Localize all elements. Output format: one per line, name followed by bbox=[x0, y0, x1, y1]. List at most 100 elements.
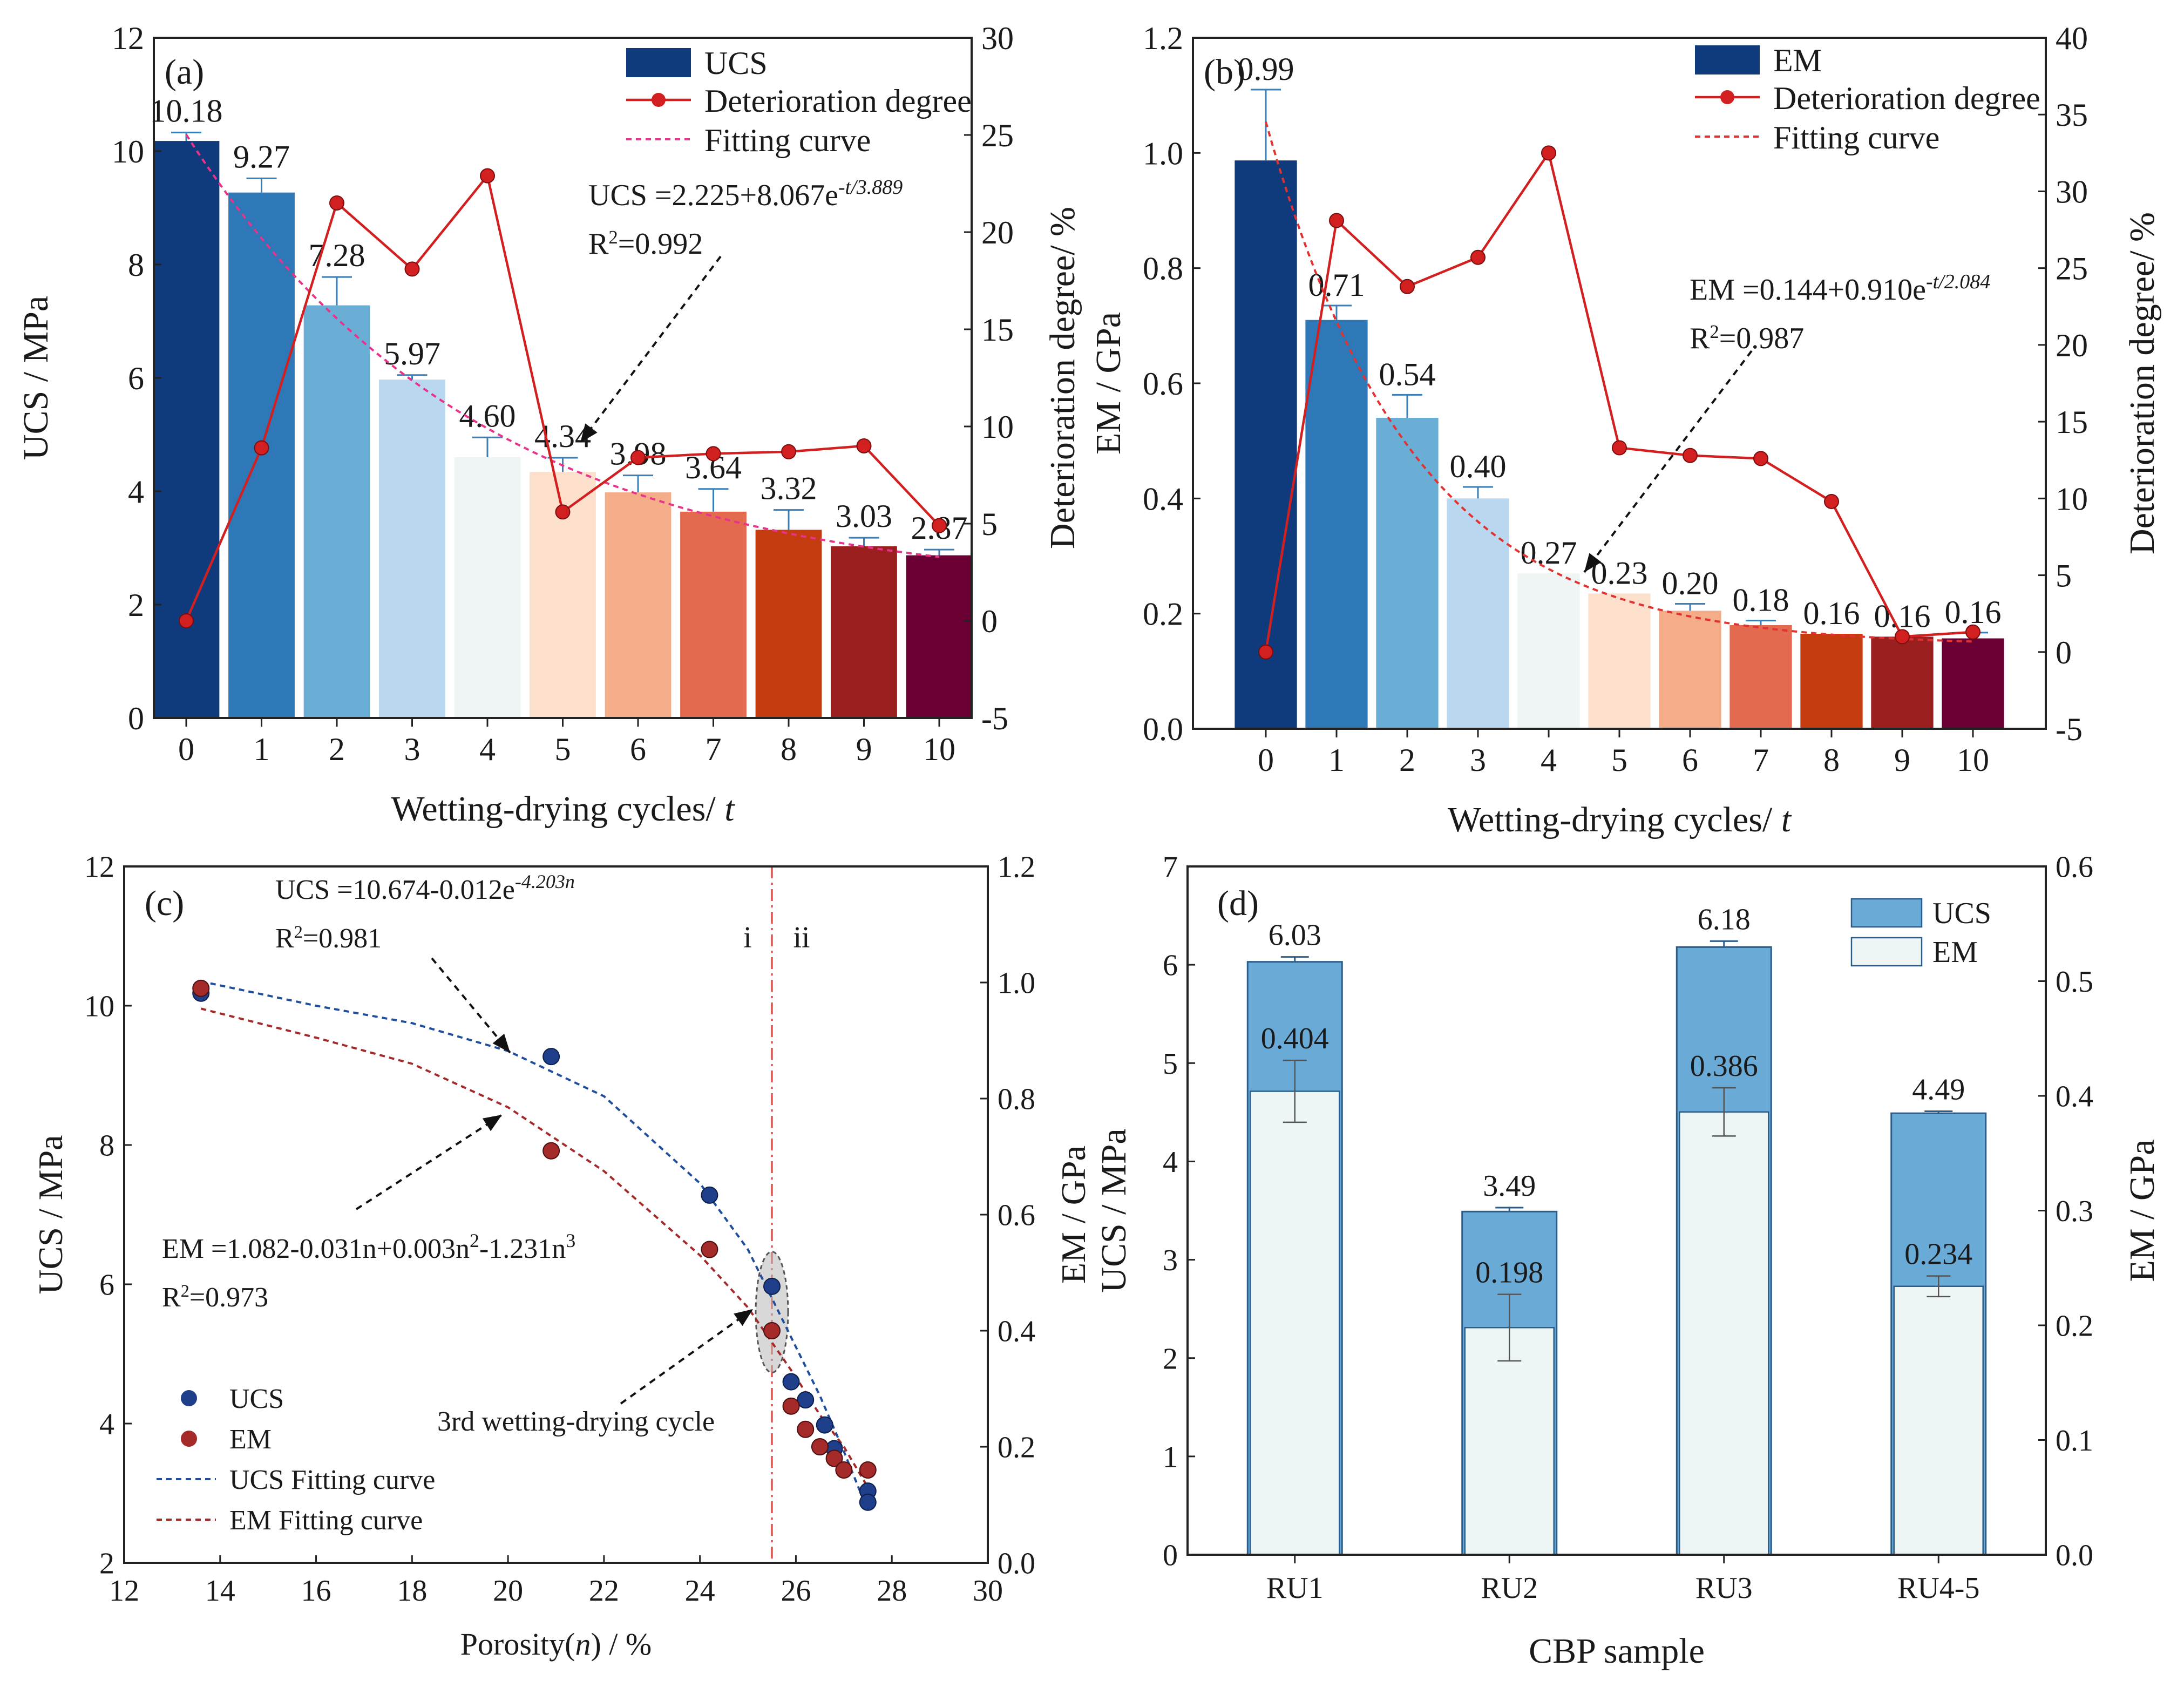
x-axis-title: Wetting-drying cycles/ t bbox=[391, 789, 735, 829]
y2-axis-tick-label: 0.2 bbox=[998, 1431, 1035, 1465]
legend-em-swatch bbox=[1850, 937, 1923, 967]
y2-axis-tick-label: 5 bbox=[981, 506, 998, 542]
x-tick-label: 9 bbox=[856, 731, 872, 767]
x-tick-label: 6 bbox=[1682, 742, 1698, 778]
em-point bbox=[797, 1420, 815, 1438]
deterioration-point bbox=[254, 440, 269, 456]
x-title-var: t bbox=[1781, 800, 1792, 839]
em-bar-RU3 bbox=[1679, 1111, 1769, 1556]
bar-3 bbox=[1447, 498, 1509, 729]
ucs-point bbox=[763, 1277, 781, 1295]
legend-bar-swatch bbox=[626, 48, 691, 77]
y2-axis-tick-label: 0.2 bbox=[2056, 1310, 2093, 1343]
y-axis-tick-label: 12 bbox=[84, 851, 114, 884]
x-tick-label: 26 bbox=[781, 1574, 811, 1608]
x-tick-label: RU4-5 bbox=[1897, 1571, 1979, 1605]
x-tick-label: 0 bbox=[1258, 742, 1274, 778]
deterioration-point bbox=[480, 168, 495, 184]
y2-axis-tick-label: 20 bbox=[2056, 328, 2088, 363]
y-axis-tick-label: 1.0 bbox=[1143, 135, 1183, 171]
equation-main: UCS =10.674-0.012e bbox=[275, 875, 515, 905]
em-value-label: 0.234 bbox=[1904, 1238, 1972, 1271]
bar-value-label: 0.71 bbox=[1308, 267, 1365, 303]
bar-4 bbox=[1517, 573, 1580, 729]
y-axis-tick-label: 4 bbox=[99, 1408, 114, 1441]
cycle-annotation: 3rd wetting-drying cycle bbox=[437, 1406, 715, 1437]
deterioration-point bbox=[1824, 494, 1839, 510]
y-axis-tick-label: 4 bbox=[128, 474, 144, 510]
deterioration-point bbox=[1895, 629, 1910, 645]
fitting-curve bbox=[1265, 121, 1973, 643]
em-equation: EM =1.082-0.031n+0.003n2-1.231n3 bbox=[162, 1230, 575, 1264]
region-label-i: i bbox=[743, 921, 752, 954]
r2-sup: 2 bbox=[294, 922, 303, 941]
y-axis-title: UCS / MPa bbox=[16, 296, 56, 460]
deterioration-point bbox=[1753, 451, 1768, 466]
equation-main: UCS =2.225+8.067e bbox=[588, 179, 838, 212]
y2-axis-tick-label: 30 bbox=[2056, 174, 2088, 209]
x-tick-label: 28 bbox=[877, 1574, 907, 1608]
equation-exponent: 2 bbox=[470, 1230, 479, 1251]
y-axis-tick-label: 6 bbox=[1163, 949, 1178, 983]
x-tick-label: 20 bbox=[493, 1574, 523, 1608]
y-axis-tick-label: 6 bbox=[99, 1269, 114, 1302]
legend-label: EM Fitting curve bbox=[229, 1505, 423, 1536]
y-axis-tick-label: 0.2 bbox=[1143, 597, 1183, 632]
em-value-label: 0.404 bbox=[1261, 1022, 1329, 1055]
bar-3 bbox=[379, 380, 445, 718]
x-tick-label: 6 bbox=[630, 731, 646, 767]
fitting-curve bbox=[185, 134, 940, 558]
y2-axis-tick-label: 0.0 bbox=[2056, 1539, 2093, 1573]
y2-axis-tick-label: 40 bbox=[2056, 21, 2088, 56]
em-point bbox=[763, 1322, 781, 1339]
legend-label: EM bbox=[1773, 43, 1822, 78]
y2-axis-tick-label: 20 bbox=[981, 215, 1014, 250]
y2-axis-tick-label: 0.4 bbox=[998, 1315, 1035, 1349]
bar-10 bbox=[906, 555, 973, 718]
ucs-point bbox=[701, 1186, 718, 1204]
y2-axis-title: Deterioration degree/ % bbox=[2122, 212, 2162, 554]
x-tick-label: RU2 bbox=[1481, 1571, 1538, 1605]
r2-value: =0.981 bbox=[303, 923, 382, 954]
x-tick-label: 0 bbox=[178, 731, 194, 767]
equation-exponent: 3 bbox=[566, 1230, 575, 1251]
equation-exponent: -4.203n bbox=[515, 871, 575, 892]
region-label-ii: ii bbox=[793, 921, 810, 954]
bar-value-label: 0.40 bbox=[1450, 449, 1507, 484]
x-title-text: Wetting-drying cycles/ bbox=[391, 789, 724, 829]
y-axis-tick-label: 0 bbox=[128, 701, 144, 736]
y2-axis-tick-label: -5 bbox=[2056, 712, 2083, 747]
legend-marker bbox=[652, 93, 666, 107]
y-axis-tick-label: 0.6 bbox=[1143, 366, 1183, 402]
bar-0 bbox=[1235, 160, 1297, 729]
bar-2 bbox=[303, 305, 370, 718]
legend-label: UCS Fitting curve bbox=[229, 1465, 435, 1495]
y2-axis-tick-label: -5 bbox=[981, 701, 1008, 736]
y2-axis-tick-label: 10 bbox=[2056, 481, 2088, 517]
deterioration-point bbox=[781, 444, 796, 459]
cycle-annotation-arrow-shaft bbox=[620, 1308, 754, 1405]
equation-arrow-head bbox=[1584, 553, 1602, 572]
x-tick-label: 1 bbox=[1328, 742, 1345, 778]
equation-arrow-shaft bbox=[579, 255, 722, 444]
x-tick-label: 4 bbox=[1541, 742, 1557, 778]
x-title-var: t bbox=[724, 789, 735, 829]
x-axis-title: Porosity(n) / % bbox=[460, 1627, 652, 1662]
y-axis-tick-label: 12 bbox=[112, 21, 144, 56]
panel-d: 6.030.404RU13.490.198RU26.180.386RU34.49… bbox=[1094, 851, 2162, 1671]
equation-main: EM =0.144+0.910e bbox=[1690, 273, 1926, 307]
x-tick-label: 7 bbox=[706, 731, 722, 767]
ucs-point bbox=[816, 1416, 833, 1434]
em-point bbox=[542, 1142, 560, 1160]
ucs-r2: R2=0.981 bbox=[275, 922, 382, 954]
y2-axis-tick-label: 0.6 bbox=[2056, 851, 2093, 884]
panel-label: (a) bbox=[165, 52, 204, 92]
deterioration-point bbox=[1470, 249, 1486, 265]
y2-axis-tick-label: 5 bbox=[2056, 558, 2072, 594]
bar-6 bbox=[605, 492, 672, 718]
x-tick-label: 5 bbox=[1611, 742, 1627, 778]
legend-label: Fitting curve bbox=[704, 123, 871, 158]
fit-equation: EM =0.144+0.910e-t/2.084 bbox=[1690, 270, 1990, 307]
y2-axis-tick-label: 0 bbox=[2056, 635, 2072, 670]
em-r2: R2=0.973 bbox=[162, 1281, 268, 1313]
